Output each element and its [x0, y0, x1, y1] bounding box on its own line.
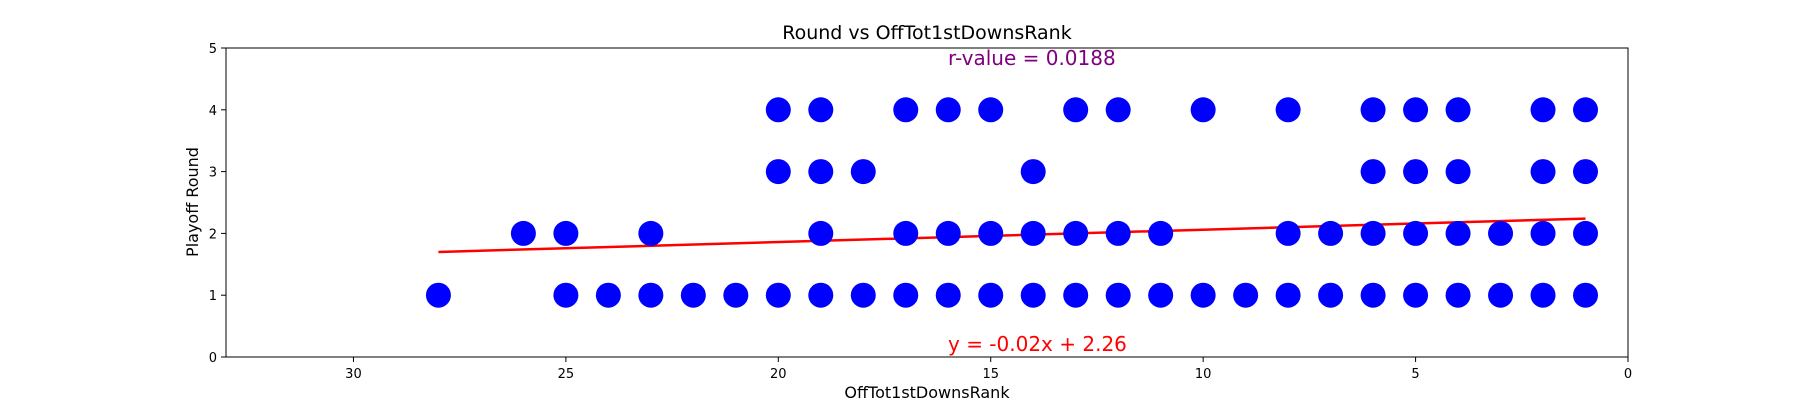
data-point	[1105, 97, 1131, 123]
data-point	[1190, 97, 1216, 123]
data-point	[978, 282, 1004, 308]
data-point	[1148, 220, 1174, 246]
data-point	[1020, 220, 1046, 246]
data-point	[1573, 282, 1599, 308]
data-point	[1190, 282, 1216, 308]
data-point	[1233, 282, 1259, 308]
y-tick-label: 1	[209, 289, 217, 304]
y-tick-label: 2	[209, 227, 217, 242]
plot-area-frame	[225, 47, 1629, 358]
data-point	[1275, 97, 1301, 123]
data-point	[723, 282, 749, 308]
regression-equation: y = -0.02x + 2.26	[948, 332, 1127, 356]
data-point	[638, 282, 664, 308]
data-point	[935, 220, 961, 246]
data-point	[1275, 220, 1301, 246]
data-point	[553, 220, 579, 246]
data-point	[808, 220, 834, 246]
data-point	[935, 97, 961, 123]
data-point	[1403, 97, 1429, 123]
data-point	[680, 282, 706, 308]
data-point	[1530, 159, 1556, 185]
data-points	[425, 97, 1599, 308]
data-point	[893, 97, 919, 123]
data-point	[1445, 220, 1471, 246]
data-point	[1573, 220, 1599, 246]
data-point	[1403, 159, 1429, 185]
data-point	[1360, 159, 1386, 185]
data-point	[638, 220, 664, 246]
y-axis-label: Playoff Round	[183, 147, 202, 257]
data-point	[1063, 220, 1089, 246]
data-point	[595, 282, 621, 308]
data-point	[1445, 97, 1471, 123]
data-point	[893, 220, 919, 246]
x-tick-label: 30	[345, 367, 362, 382]
data-point	[425, 282, 451, 308]
x-axis-label: OffTot1stDownsRank	[844, 383, 1010, 400]
data-point	[1488, 220, 1514, 246]
data-point	[978, 97, 1004, 123]
data-point	[808, 159, 834, 185]
y-axis-ticks: 0 1 2 3 4 5	[209, 42, 226, 366]
data-point	[1105, 282, 1131, 308]
x-tick-label: 15	[982, 367, 999, 382]
data-point	[1403, 220, 1429, 246]
data-point	[510, 220, 536, 246]
data-point	[1318, 282, 1344, 308]
data-point	[1530, 282, 1556, 308]
r-value-annotation: r-value = 0.0188	[948, 46, 1116, 70]
x-axis-ticks: 30 25 20 15 10 5 0	[345, 357, 1632, 382]
data-point	[1148, 282, 1174, 308]
x-tick-label: 5	[1411, 367, 1419, 382]
data-point	[765, 97, 791, 123]
data-point	[808, 97, 834, 123]
data-point	[1530, 220, 1556, 246]
data-point	[1105, 220, 1131, 246]
data-point	[1403, 282, 1429, 308]
data-point	[1020, 282, 1046, 308]
regression-line	[438, 217, 1586, 254]
data-point	[765, 159, 791, 185]
data-point	[553, 282, 579, 308]
chart-title: Round vs OffTot1stDownsRank	[782, 22, 1071, 44]
data-point	[1445, 282, 1471, 308]
data-point	[1063, 97, 1089, 123]
data-point	[893, 282, 919, 308]
data-point	[850, 282, 876, 308]
data-point	[1318, 220, 1344, 246]
y-tick-label: 0	[209, 351, 217, 366]
x-tick-label: 20	[770, 367, 787, 382]
data-point	[808, 282, 834, 308]
data-point	[1063, 282, 1089, 308]
data-point	[1573, 159, 1599, 185]
data-point	[1275, 282, 1301, 308]
y-tick-label: 3	[209, 166, 217, 181]
data-point	[1445, 159, 1471, 185]
data-point	[765, 282, 791, 308]
y-tick-label: 4	[209, 104, 217, 119]
data-point	[978, 220, 1004, 246]
data-point	[1360, 220, 1386, 246]
x-tick-label: 25	[558, 367, 575, 382]
data-point	[1573, 97, 1599, 123]
data-point	[1360, 282, 1386, 308]
y-tick-label: 5	[209, 42, 217, 57]
x-tick-label: 10	[1195, 367, 1212, 382]
data-point	[1020, 159, 1046, 185]
data-point	[850, 159, 876, 185]
data-point	[1488, 282, 1514, 308]
x-tick-label: 0	[1624, 367, 1632, 382]
data-point	[935, 282, 961, 308]
data-point	[1360, 97, 1386, 123]
data-point	[1530, 97, 1556, 123]
